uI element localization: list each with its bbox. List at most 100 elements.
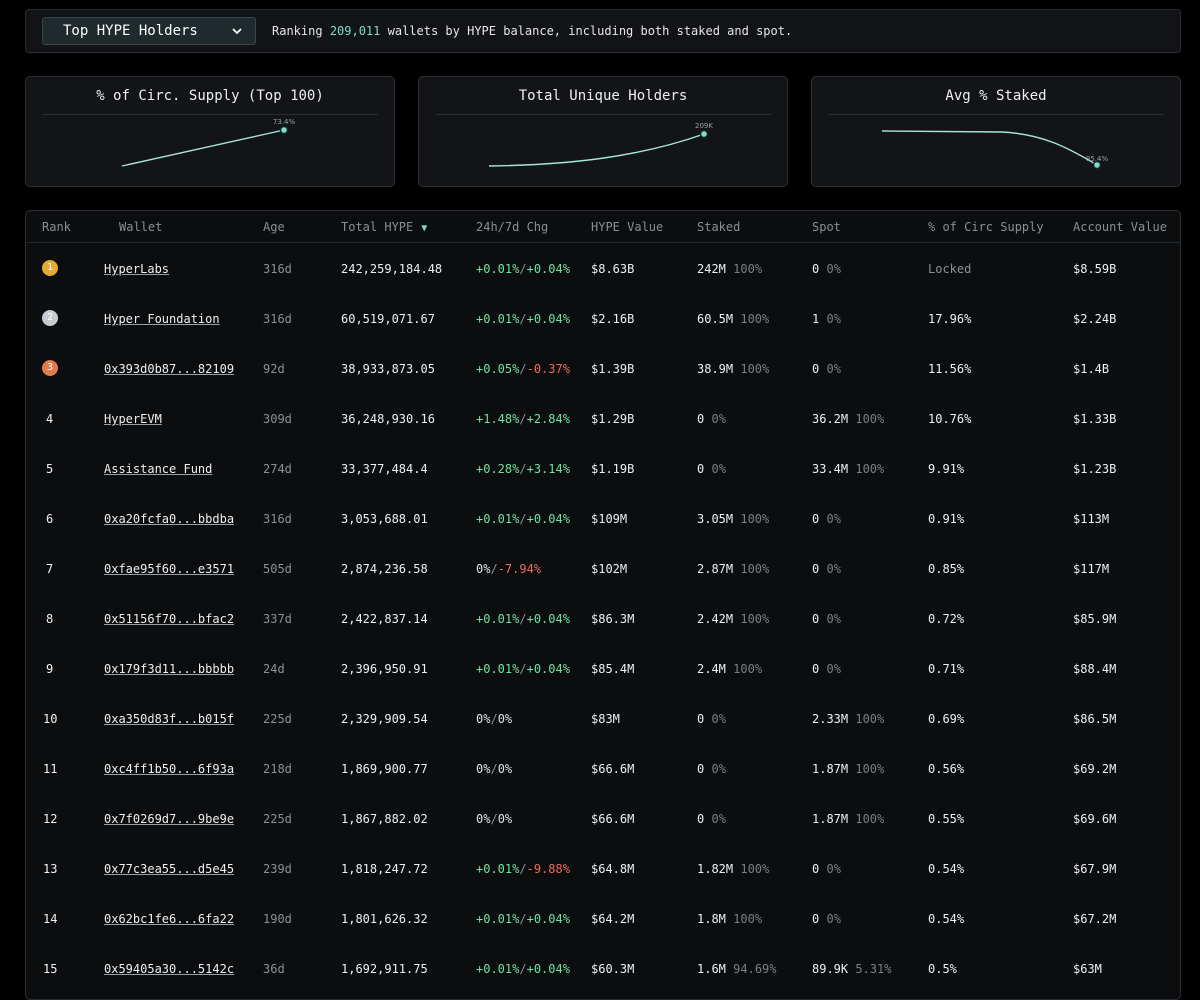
circ-supply-share: 0.72%: [928, 612, 965, 626]
change-7d: +0.04%: [526, 612, 570, 626]
table-row[interactable]: 14 0x62bc1fe6...6fa22 190d 1,801,626.32 …: [26, 893, 1180, 943]
account-value: $67.2M: [1073, 912, 1117, 926]
table-row[interactable]: 8 0x51156f70...bfac2 337d 2,422,837.14 +…: [26, 593, 1180, 643]
wallet-link[interactable]: Hyper Foundation: [104, 312, 220, 326]
table-row[interactable]: 11 0xc4ff1b50...6f93a 218d 1,869,900.77 …: [26, 743, 1180, 793]
table-row[interactable]: 4 HyperEVM 309d 36,248,930.16 +1.48%/+2.…: [26, 393, 1180, 443]
col-staked[interactable]: Staked: [697, 220, 741, 234]
change-7d: -9.88%: [526, 862, 570, 876]
wallet-link[interactable]: 0x179f3d11...bbbbb: [104, 662, 235, 676]
col-hype-value[interactable]: HYPE Value: [591, 220, 664, 234]
wallet-link[interactable]: 0xc4ff1b50...6f93a: [104, 762, 235, 776]
wallet-link[interactable]: HyperEVM: [104, 412, 162, 426]
wallet-link[interactable]: 0xfae95f60...e3571: [104, 562, 235, 576]
circ-supply-share: 0.5%: [928, 962, 957, 976]
rank-number: 5: [46, 462, 54, 476]
table-row[interactable]: 3 0x393d0b87...82109 92d 38,933,873.05 +…: [26, 343, 1180, 393]
total-hype: 2,874,236.58: [341, 562, 428, 576]
spot-amount: 0 0%: [812, 512, 841, 526]
total-hype: 2,396,950.91: [341, 662, 428, 676]
wallet-link[interactable]: Assistance Fund: [104, 462, 213, 476]
staked-value: 2.4M: [697, 662, 726, 676]
staked-amount: 0 0%: [697, 712, 726, 726]
holders-view-dropdown[interactable]: Top HYPE Holders: [42, 17, 256, 45]
account-value: $86.5M: [1073, 712, 1117, 726]
staked-amount: 0 0%: [697, 812, 726, 826]
change-7d: +0.04%: [526, 512, 570, 526]
circ-supply-share: 0.54%: [928, 912, 965, 926]
hype-value: $83M: [591, 712, 620, 726]
wallet-link[interactable]: 0xa350d83f...b015f: [104, 712, 235, 726]
sort-desc-icon[interactable]: ▼: [421, 223, 428, 234]
wallet-link[interactable]: 0xa20fcfa0...bbdba: [104, 512, 235, 526]
sparkline-point-label: 209K: [695, 122, 713, 130]
spot-percent: 100%: [855, 812, 885, 826]
table-row[interactable]: 13 0x77c3ea55...d5e45 239d 1,818,247.72 …: [26, 843, 1180, 893]
staked-percent: 94.69%: [733, 962, 777, 976]
spot-percent: 0%: [826, 512, 841, 526]
wallet-age: 274d: [263, 462, 292, 476]
account-value: $1.4B: [1073, 362, 1110, 376]
table-row[interactable]: 12 0x7f0269d7...9be9e 225d 1,867,882.02 …: [26, 793, 1180, 843]
change-separator: /: [490, 762, 498, 776]
spot-percent: 0%: [826, 262, 841, 276]
wallet-age: 337d: [263, 612, 292, 626]
change-separator: /: [519, 262, 527, 276]
spot-value: 0: [812, 512, 820, 526]
change-7d: +3.14%: [526, 462, 570, 476]
circ-supply-share: 0.69%: [928, 712, 965, 726]
table-row[interactable]: 9 0x179f3d11...bbbbb 24d 2,396,950.91 +0…: [26, 643, 1180, 693]
col-wallet[interactable]: Wallet: [119, 220, 163, 234]
change-24h-7d: +0.28%/+3.14%: [476, 462, 570, 476]
spot-value: 1.87M: [812, 762, 849, 776]
wallet-link[interactable]: 0x62bc1fe6...6fa22: [104, 912, 235, 926]
spot-percent: 100%: [855, 412, 885, 426]
change-7d: +0.04%: [526, 262, 570, 276]
table-row[interactable]: 6 0xa20fcfa0...bbdba 316d 3,053,688.01 +…: [26, 493, 1180, 543]
staked-percent: 0%: [711, 712, 726, 726]
table-row[interactable]: 7 0xfae95f60...e3571 505d 2,874,236.58 0…: [26, 543, 1180, 593]
staked-amount: 2.4M 100%: [697, 662, 762, 676]
wallet-link[interactable]: 0x59405a30...5142c: [104, 962, 235, 976]
rank-number: 13: [43, 862, 58, 876]
table-row[interactable]: 10 0xa350d83f...b015f 225d 2,329,909.54 …: [26, 693, 1180, 743]
table-row[interactable]: 2 Hyper Foundation 316d 60,519,071.67 +0…: [26, 293, 1180, 343]
change-24h: +0.01%: [476, 512, 520, 526]
table-row[interactable]: 1 HyperLabs 316d 242,259,184.48 +0.01%/+…: [26, 243, 1180, 293]
col-circ-supply[interactable]: % of Circ Supply: [928, 220, 1044, 234]
col-age[interactable]: Age: [263, 220, 285, 234]
spot-value: 89.9K: [812, 962, 849, 976]
spot-amount: 0 0%: [812, 662, 841, 676]
card-divider: [828, 114, 1164, 115]
staked-amount: 2.87M 100%: [697, 562, 769, 576]
spot-percent: 100%: [855, 762, 885, 776]
col-change[interactable]: 24h/7d Chg: [476, 220, 549, 234]
wallet-link[interactable]: HyperLabs: [104, 262, 170, 276]
account-value: $85.9M: [1073, 612, 1117, 626]
wallet-link[interactable]: 0x7f0269d7...9be9e: [104, 812, 235, 826]
wallet-link[interactable]: 0x393d0b87...82109: [104, 362, 235, 376]
wallet-age: 239d: [263, 862, 292, 876]
table-row[interactable]: 15 0x59405a30...5142c 36d 1,692,911.75 +…: [26, 943, 1180, 993]
col-spot[interactable]: Spot: [812, 220, 841, 234]
change-separator: /: [519, 462, 527, 476]
col-rank[interactable]: Rank: [42, 220, 71, 234]
change-separator: /: [519, 912, 527, 926]
total-hype: 33,377,484.4: [341, 462, 428, 476]
table-row[interactable]: 5 Assistance Fund 274d 33,377,484.4 +0.2…: [26, 443, 1180, 493]
change-24h-7d: +0.05%/-0.37%: [476, 362, 570, 376]
spot-percent: 0%: [826, 312, 841, 326]
wallet-link[interactable]: 0x77c3ea55...d5e45: [104, 862, 235, 876]
hype-value: $86.3M: [591, 612, 635, 626]
ranking-prefix: Ranking: [272, 24, 323, 38]
rank-number: 9: [46, 662, 54, 676]
col-account-value[interactable]: Account Value: [1073, 220, 1167, 234]
spot-value: 1: [812, 312, 820, 326]
rank-number: 14: [43, 912, 58, 926]
wallet-link[interactable]: 0x51156f70...bfac2: [104, 612, 235, 626]
spot-amount: 0 0%: [812, 862, 841, 876]
circ-supply-sparkline: 73.4%: [121, 118, 295, 167]
staked-percent: 100%: [740, 562, 770, 576]
change-separator: /: [490, 562, 498, 576]
col-total-hype[interactable]: Total HYPE ▼: [341, 220, 427, 234]
